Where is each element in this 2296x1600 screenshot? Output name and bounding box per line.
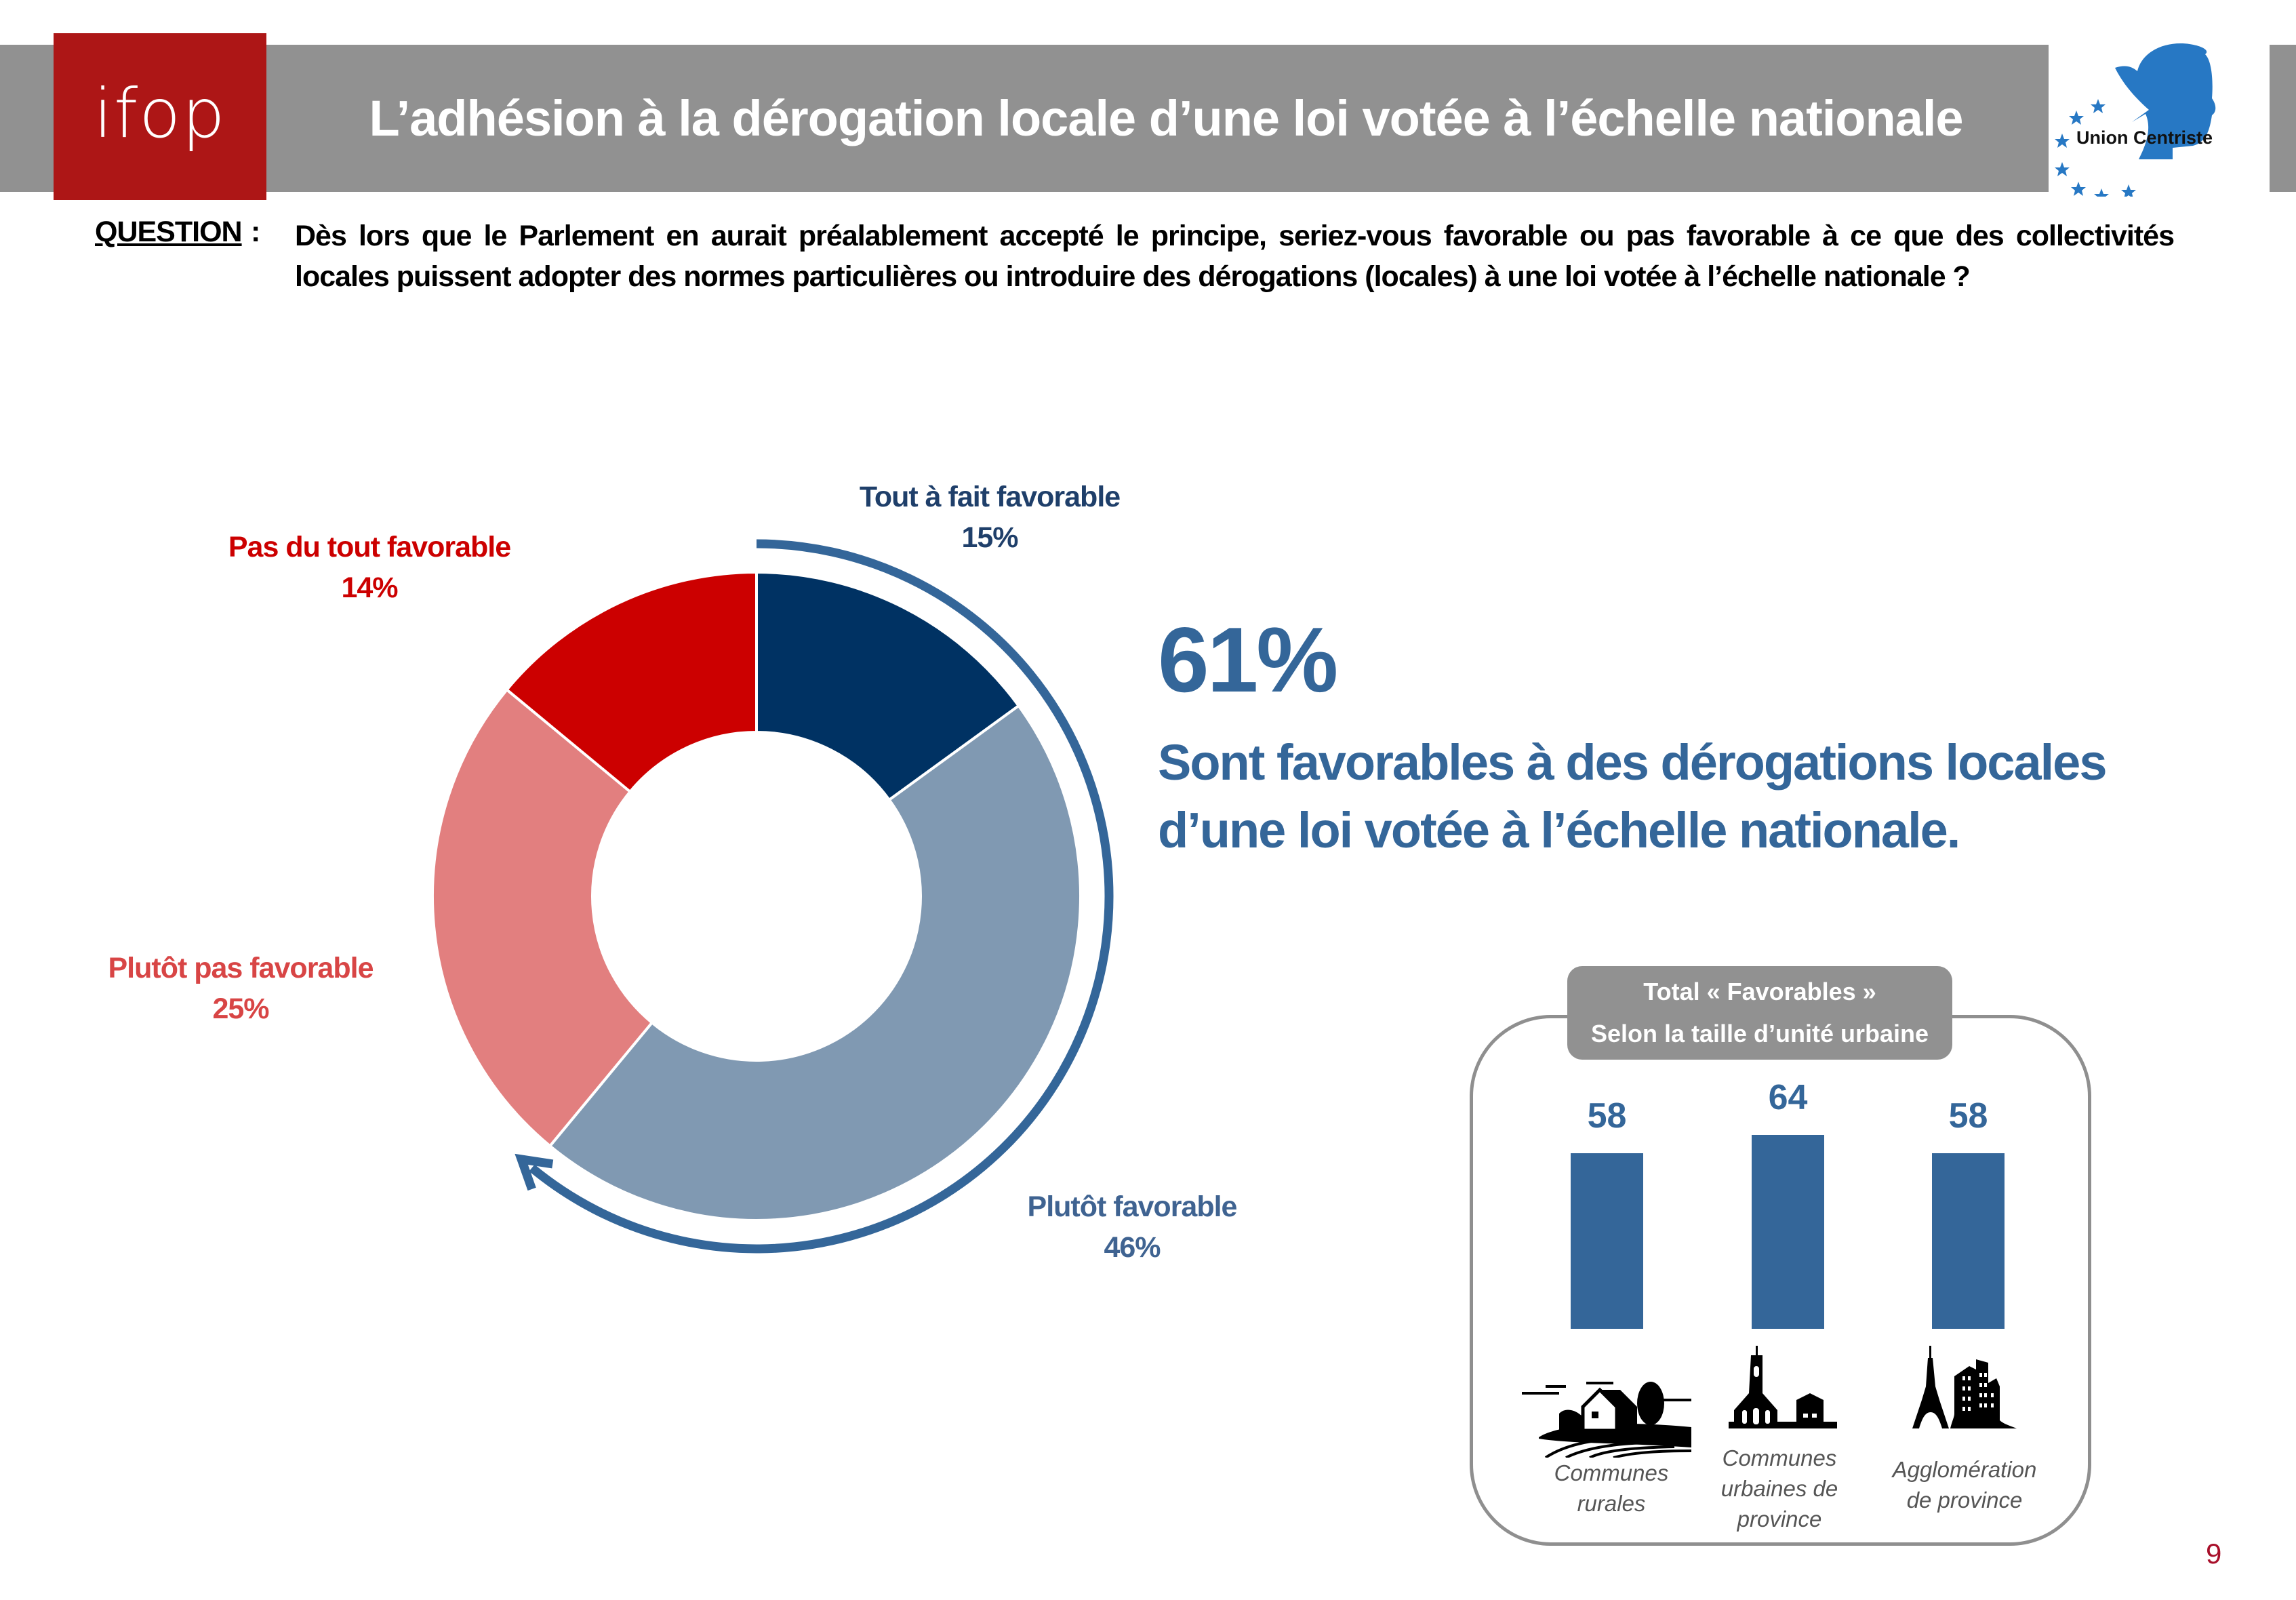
category-label-line: rurales xyxy=(1577,1491,1646,1516)
slice-label-name: Plutôt pas favorable xyxy=(108,952,374,984)
favorable-total: 61% xyxy=(1158,608,1338,711)
slice-label-value: 15% xyxy=(961,521,1018,554)
slice-label-name: Plutôt favorable xyxy=(1027,1191,1238,1223)
bar xyxy=(1571,1153,1643,1329)
slice-tout-a-fait xyxy=(755,570,1021,802)
panel-title: Total « Favorables » xyxy=(1643,978,1876,1005)
question-text: Dès lors que le Parlement en aurait préa… xyxy=(295,220,2175,293)
slice-label-name: Tout à fait favorable xyxy=(859,481,1121,513)
category-label-agglomeration: Agglomération de province xyxy=(1880,1454,2049,1515)
header-band xyxy=(0,45,2049,192)
page-title: L’adhésion à la dérogation locale d’une … xyxy=(369,90,1963,146)
panel-subtitle: Selon la taille d’unité urbaine xyxy=(1590,1020,1929,1047)
ifop-logo: ifop xyxy=(54,33,266,200)
slice-label-plutot-pas: Plutôt pas favorable 25% xyxy=(71,948,410,1029)
church-icon xyxy=(1729,1346,1837,1428)
category-label-line: de province xyxy=(1906,1487,2023,1513)
category-label-line: Communes xyxy=(1554,1460,1669,1485)
bar-value-label: 64 xyxy=(1768,1077,1808,1117)
slice-label-tout-a-fait: Tout à fait favorable 15% xyxy=(820,477,1159,558)
favorable-description-line1: Sont favorables à des dérogations locale… xyxy=(1158,734,2107,791)
urban-unit-panel-header: Total « Favorables » Selon la taille d’u… xyxy=(1567,966,1952,1060)
bar xyxy=(1932,1153,2005,1329)
ifop-logo-text: ifop xyxy=(94,74,226,153)
slice-pas-du-tout xyxy=(504,570,758,794)
slice-plutot-pas xyxy=(431,687,654,1148)
category-label-line: Agglomération xyxy=(1892,1457,2037,1482)
bar xyxy=(1752,1134,1824,1329)
category-label-line: province xyxy=(1737,1506,1822,1532)
slice-label-value: 25% xyxy=(212,993,269,1025)
question-label: QUESTION xyxy=(95,216,243,248)
favorable-description: Sont favorables à des dérogations locale… xyxy=(1158,729,2175,864)
category-label-urban: Communes urbaines de province xyxy=(1695,1443,1864,1534)
arrow-head-icon xyxy=(515,1153,554,1191)
bar-value-label: 58 xyxy=(1587,1096,1627,1136)
category-label-rural: Communes rurales xyxy=(1527,1458,1696,1519)
bar-value-label: 58 xyxy=(1948,1096,1988,1136)
slice-label-value: 14% xyxy=(341,572,398,604)
slice-label-value: 46% xyxy=(1104,1231,1161,1264)
question-colon: : xyxy=(251,216,261,248)
slice-label-plutot-favorable: Plutôt favorable 46% xyxy=(963,1186,1302,1268)
eiffel-tower-icon xyxy=(1912,1346,2017,1428)
farmhouse-icon xyxy=(1522,1382,1692,1458)
slice-label-name: Pas du tout favorable xyxy=(228,531,511,563)
slice-label-pas-du-tout: Pas du tout favorable 14% xyxy=(200,527,539,608)
page-number: 9 xyxy=(2206,1538,2222,1569)
favorable-description-line2: d’une loi votée à l’échelle nationale. xyxy=(1158,802,1960,858)
category-label-line: urbaines de xyxy=(1720,1476,1838,1501)
category-label-line: Communes xyxy=(1722,1445,1837,1471)
union-centriste-text: Union Centriste xyxy=(2076,127,2213,148)
favorable-arc-arrow xyxy=(529,539,1114,1254)
header-band-right xyxy=(2270,45,2296,192)
slice-plutot-favorable xyxy=(548,704,1082,1222)
